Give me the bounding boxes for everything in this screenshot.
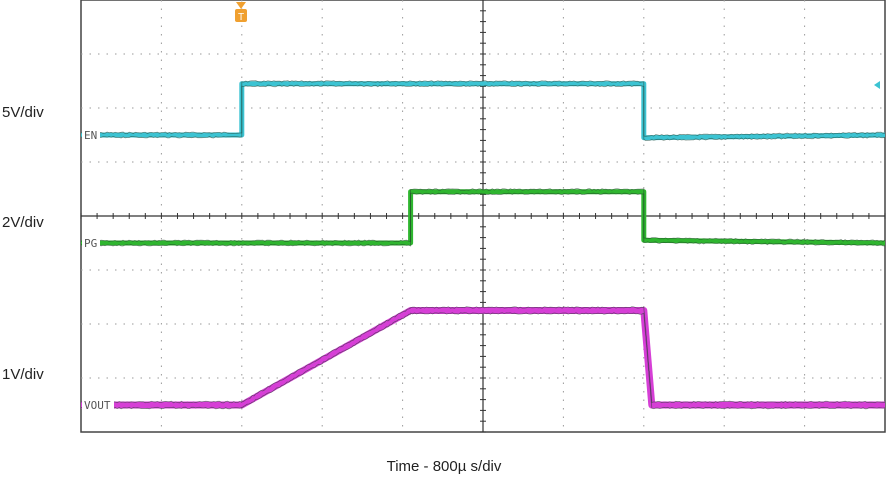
channel-tags: EN PG VOUT xyxy=(82,128,114,412)
en-trace-noise xyxy=(80,84,886,142)
en-trace-noise xyxy=(80,80,886,137)
vout-channel-tag-bg xyxy=(82,398,114,411)
pg-scale-label: 2V/div xyxy=(2,214,44,231)
vout-scale-label: 1V/div xyxy=(2,366,44,383)
grid xyxy=(80,0,886,433)
channel-level-marker xyxy=(874,81,880,89)
vout-channel-tag: VOUT xyxy=(84,399,111,412)
en-trace xyxy=(81,81,886,141)
en-scale-label: 5V/div xyxy=(2,104,44,121)
vout-trace-noise xyxy=(80,312,886,410)
trigger-marker: T xyxy=(235,2,247,23)
pg-trace-noise xyxy=(80,188,886,243)
pg-trace xyxy=(81,189,886,246)
traces xyxy=(80,80,886,410)
pg-channel-tag-bg xyxy=(82,236,100,249)
pg-channel-tag: PG xyxy=(84,237,97,250)
en-channel-tag: EN xyxy=(84,129,97,142)
svg-text:T: T xyxy=(238,12,244,23)
en-channel-tag-bg xyxy=(82,128,100,141)
x-axis-label: Time - 800µ s/div xyxy=(386,458,502,475)
vout-trace-noise xyxy=(80,306,886,404)
pg-trace-noise xyxy=(80,192,886,247)
vout-trace xyxy=(81,307,885,409)
